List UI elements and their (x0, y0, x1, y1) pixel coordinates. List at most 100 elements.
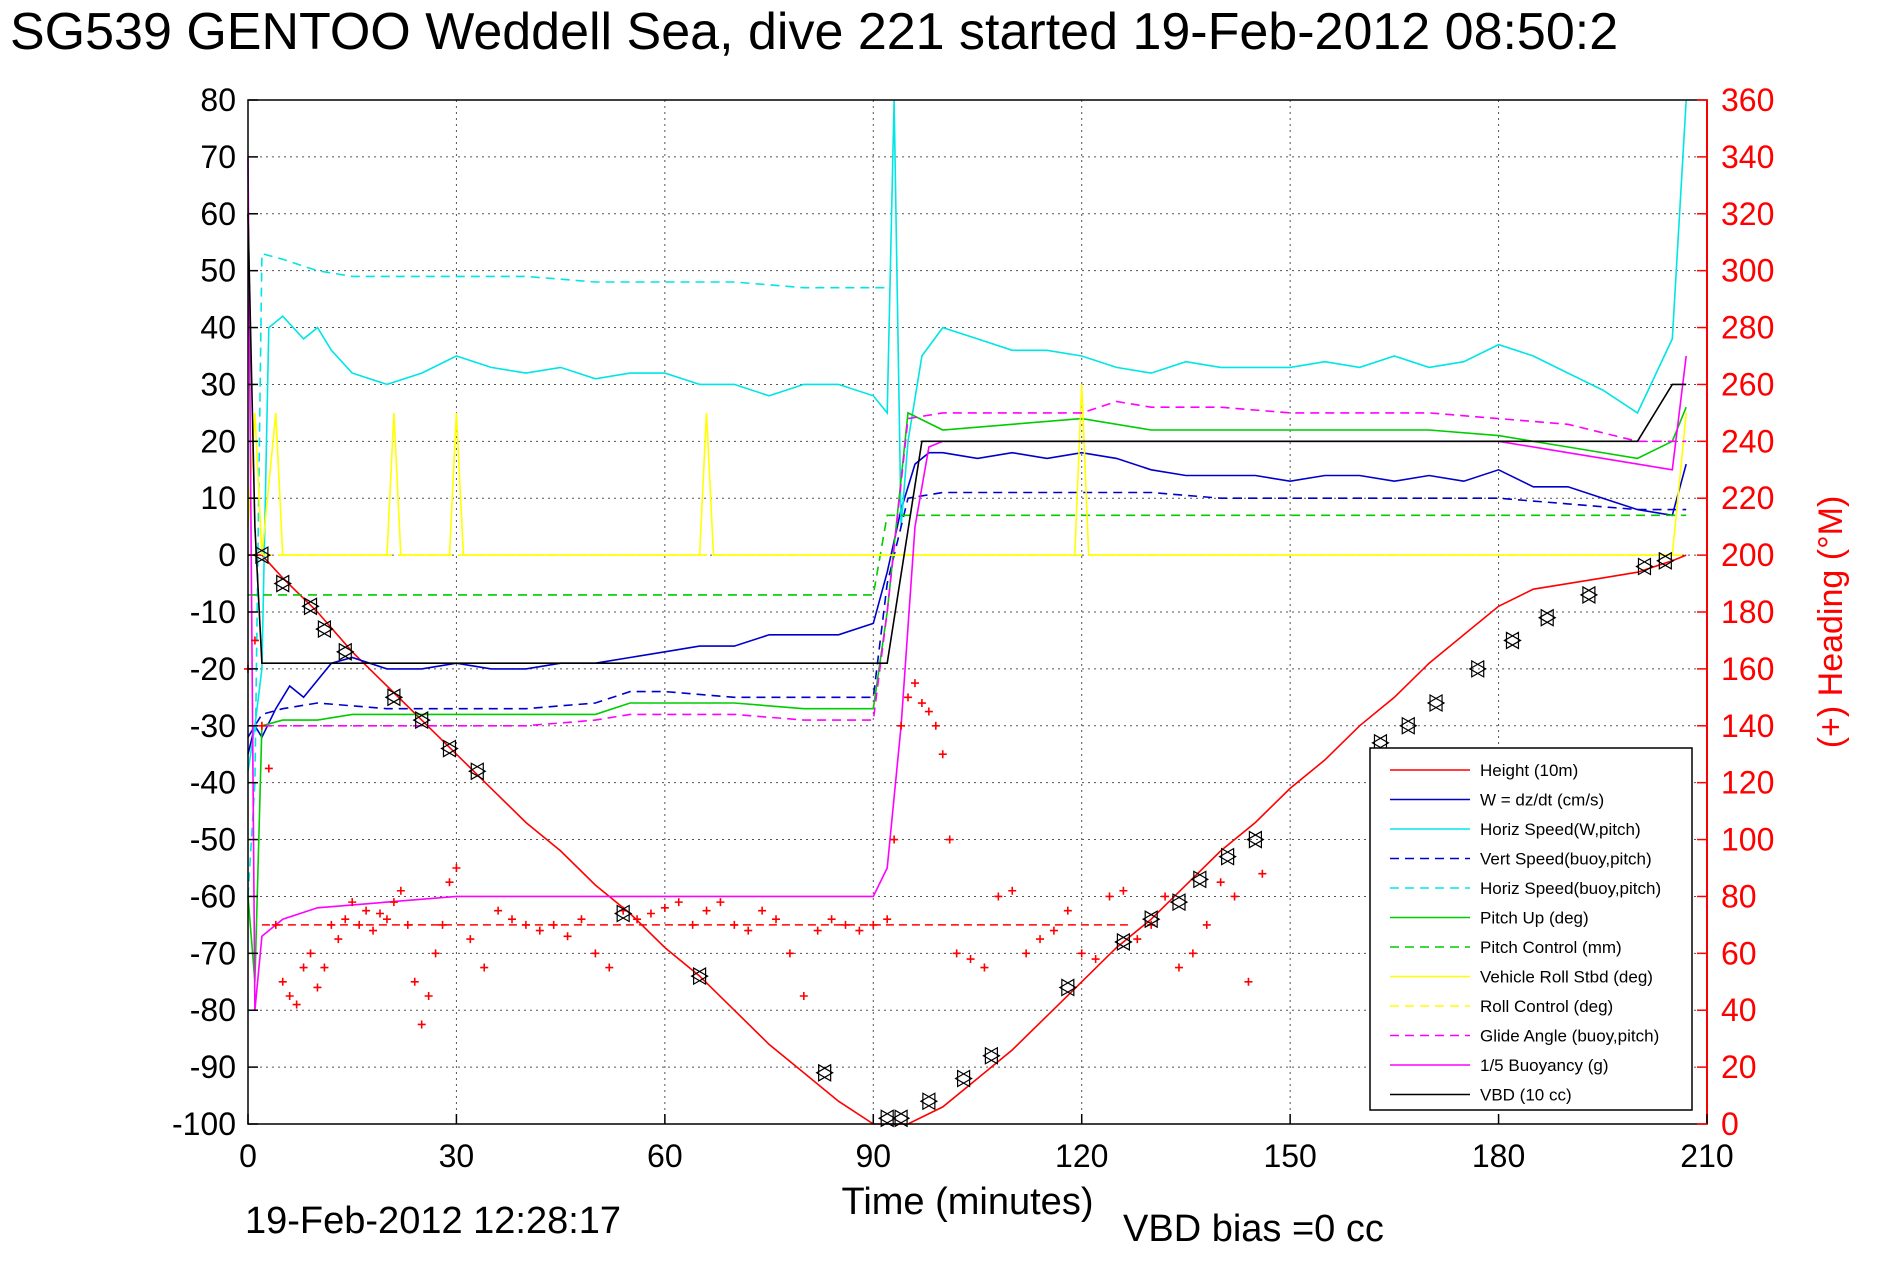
vbd-marker (1579, 585, 1599, 604)
heading-point (285, 992, 294, 1000)
heading-point (348, 898, 357, 907)
y-tick-label: -100 (172, 1106, 236, 1142)
heading-point (633, 915, 642, 924)
vbd-marker (1190, 870, 1210, 889)
y-tick-label: -90 (190, 1049, 236, 1085)
plot-area (244, 99, 1687, 1128)
x-axis-label: Time (minutes) (842, 1181, 1094, 1223)
heading-point (827, 915, 836, 924)
heading-point (445, 878, 454, 887)
heading-point (1216, 878, 1225, 887)
heading-point (480, 963, 489, 972)
vbd-marker (1114, 932, 1133, 951)
y2-tick-label: 100 (1721, 822, 1774, 858)
series-line (248, 554, 1687, 1125)
y2-tick-label: 140 (1721, 708, 1774, 744)
y-tick-label: -40 (190, 765, 236, 801)
x-tick-label: 120 (1055, 1138, 1108, 1174)
heading-point (466, 935, 475, 944)
heading-point (813, 926, 822, 935)
legend-label: W = dz/dt (cm/s) (1480, 791, 1604, 810)
heading-point (1049, 926, 1058, 935)
heading-point (1188, 949, 1197, 958)
heading-point (758, 906, 767, 915)
legend-label: Pitch Up (deg) (1480, 909, 1589, 928)
heading-point (994, 892, 1003, 901)
heading-point (1063, 906, 1072, 915)
vbd-marker (468, 762, 487, 781)
y2-tick-label: 40 (1721, 992, 1757, 1028)
y-tick-label: 80 (200, 82, 236, 118)
heading-point (660, 903, 669, 912)
heading-point (369, 926, 378, 935)
x-tick-label: 150 (1263, 1138, 1316, 1174)
heading-point (904, 693, 913, 702)
heading-point (424, 992, 433, 1000)
heading-point (1258, 869, 1267, 878)
legend-label: Vert Speed(buoy,pitch) (1480, 850, 1652, 869)
heading-point (521, 920, 530, 929)
vbd-marker (1246, 830, 1265, 849)
vbd-marker (954, 1069, 973, 1088)
y2-tick-label: 200 (1721, 537, 1774, 573)
heading-point (966, 955, 975, 964)
heading-point (278, 977, 287, 986)
vbd-marker (412, 711, 431, 730)
y2-axis-label: (+) Heading (°M) (1812, 496, 1850, 749)
vbd-marker (982, 1046, 1001, 1065)
heading-point (355, 920, 364, 929)
series-line (247, 384, 1687, 556)
heading-point (563, 932, 572, 941)
heading-point (785, 949, 794, 958)
heading-point (799, 992, 808, 1000)
vbd-marker (815, 1063, 834, 1082)
vbd-marker (1371, 733, 1390, 752)
y2-tick-label: 20 (1721, 1049, 1757, 1085)
vbd-marker (336, 642, 355, 661)
heading-point (938, 750, 947, 759)
y2-tick-label: 160 (1721, 651, 1774, 687)
y-tick-label: -10 (190, 594, 236, 630)
heading-point (674, 898, 683, 907)
legend-label: Pitch Control (mm) (1480, 938, 1622, 957)
series-line (247, 491, 1687, 738)
vbd-marker (1656, 551, 1675, 570)
heading-point (1202, 920, 1211, 929)
vbd-marker (315, 620, 334, 639)
y2-tick-label: 60 (1721, 935, 1757, 971)
heading-point (646, 909, 655, 918)
y-tick-label: -20 (190, 651, 236, 687)
heading-point (744, 926, 753, 935)
heading-point (257, 721, 266, 730)
vbd-marker (613, 904, 633, 923)
heading-point (910, 679, 919, 688)
series-line (247, 99, 1687, 772)
series-line (247, 406, 1687, 982)
heading-point (334, 935, 343, 944)
y-tick-label: 70 (200, 139, 236, 175)
heading-point (271, 920, 280, 929)
y2-tick-label: 340 (1721, 139, 1774, 175)
x-tick-label: 180 (1472, 1138, 1525, 1174)
series-line (248, 400, 1687, 727)
y2-tick-label: 320 (1721, 196, 1774, 232)
y2-tick-label: 260 (1721, 366, 1774, 402)
legend-label: Glide Angle (buoy,pitch) (1480, 1027, 1659, 1046)
series-line (247, 252, 888, 897)
heading-point (417, 1020, 426, 1029)
heading-point (890, 835, 899, 844)
heading-point (389, 898, 398, 907)
legend-label: Roll Control (deg) (1480, 997, 1613, 1016)
x-tick-label: 30 (439, 1138, 475, 1174)
vbd-marker (1141, 910, 1161, 929)
legend-label: Height (10m) (1480, 761, 1578, 780)
legend-label: 1/5 Buoyancy (g) (1480, 1056, 1609, 1075)
legend-label: Horiz Speed(W,pitch) (1480, 820, 1641, 839)
vbd-marker (919, 1092, 939, 1111)
y-tick-label: 60 (200, 196, 236, 232)
heading-point (1036, 935, 1045, 944)
heading-point (306, 949, 315, 958)
vbd-marker (273, 574, 292, 593)
heading-point (438, 920, 447, 929)
vbd-marker (1058, 978, 1078, 997)
